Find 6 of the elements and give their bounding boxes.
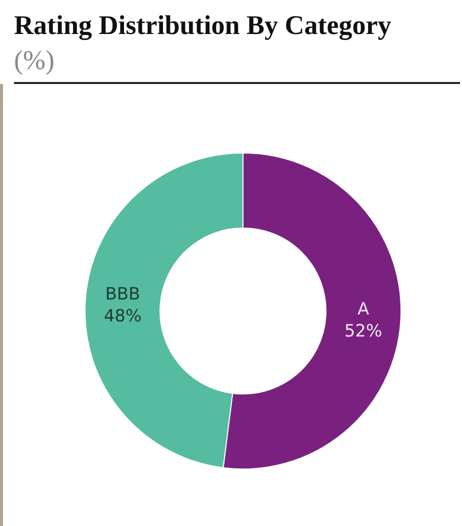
- slice-label: A: [357, 300, 370, 320]
- data-label: 48%: [104, 306, 142, 326]
- data-label: 52%: [344, 322, 382, 342]
- chart-title: Rating Distribution By Category: [14, 10, 392, 41]
- slice-label: BBB: [105, 284, 140, 304]
- chart-subtitle: (%): [14, 45, 54, 76]
